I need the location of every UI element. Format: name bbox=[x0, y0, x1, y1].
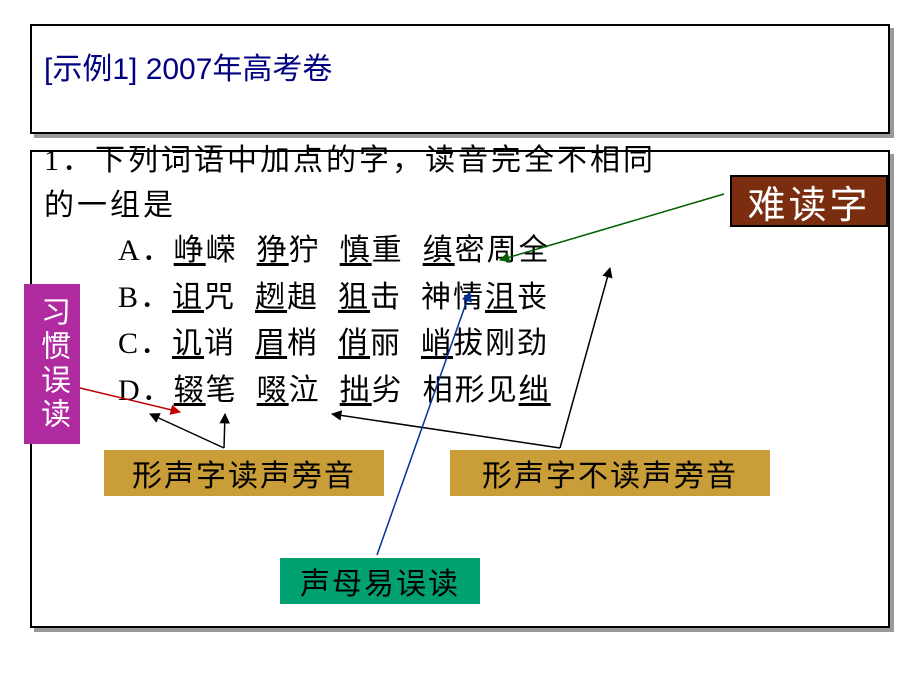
header-title: [示例1] 2007年高考卷 bbox=[44, 44, 876, 88]
stem-line1: 下列词语中加点的字，读音完全不相同 bbox=[95, 144, 656, 177]
options-block: A．峥嵘 狰狞 慎重 缜密周全 B．诅咒 趔趄 狙击 神情沮丧 C．讥诮 眉梢 … bbox=[118, 228, 551, 414]
header-box: [示例1] 2007年高考卷 bbox=[30, 24, 890, 134]
stem-line2: 的一组是 bbox=[44, 189, 176, 222]
tag-hard-to-read: 难读字 bbox=[730, 175, 888, 227]
tag-phonetic-not-radical: 形声字不读声旁音 bbox=[450, 450, 770, 496]
tag-habit-misread: 习惯误读 bbox=[24, 284, 80, 444]
tag-initial-misread: 声母易误读 bbox=[280, 558, 480, 604]
tag-phonetic-reads-radical: 形声字读声旁音 bbox=[104, 450, 384, 496]
option-c: C．讥诮 眉梢 俏丽 峭拔刚劲 bbox=[118, 321, 551, 368]
option-a: A．峥嵘 狰狞 慎重 缜密周全 bbox=[118, 228, 551, 275]
option-b: B．诅咒 趔趄 狙击 神情沮丧 bbox=[118, 275, 551, 322]
option-d: D．辍笔 啜泣 拙劣 相形见绌 bbox=[118, 368, 551, 415]
question-number: 1． bbox=[44, 144, 95, 177]
